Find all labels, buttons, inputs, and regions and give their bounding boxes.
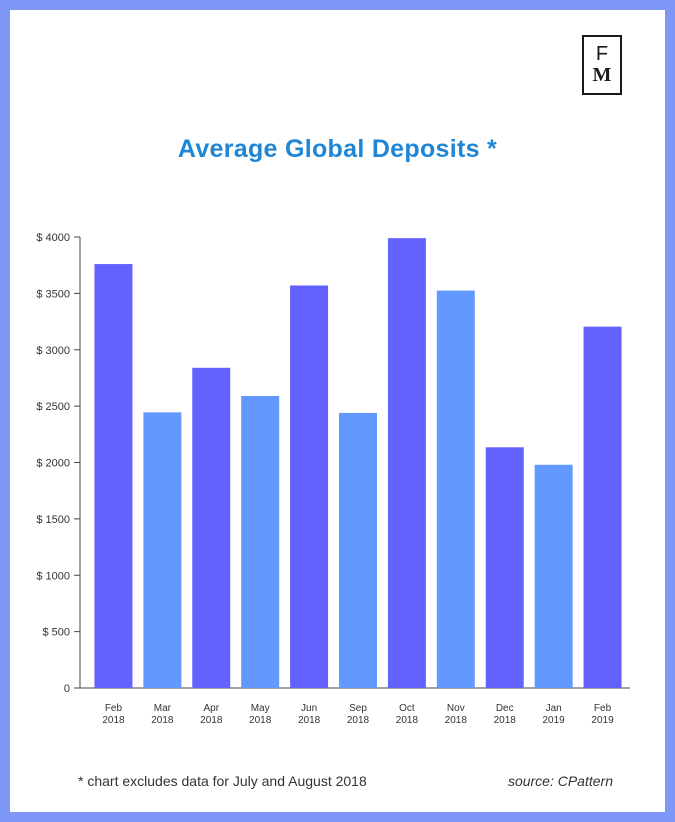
x-tick-label: Dec 2018	[494, 703, 517, 726]
y-tick-label: $ 3000	[36, 345, 70, 357]
logo-letter-f: F	[595, 43, 609, 65]
bar-mar-2018	[143, 412, 182, 688]
bar-feb-2019	[583, 326, 622, 688]
y-tick-label: 0	[64, 683, 70, 695]
y-tick-label: $ 2000	[36, 458, 70, 470]
y-tick-label: $ 2500	[36, 401, 70, 413]
logo-letter-m: M	[592, 64, 612, 86]
x-tick-label: Jan 2019	[543, 703, 566, 726]
x-tick-label: Apr 2018	[200, 703, 223, 726]
x-tick-label: Oct 2018	[396, 703, 419, 726]
x-tick-label: Feb 2018	[102, 703, 125, 726]
x-tick-label: Sep 2018	[347, 703, 370, 726]
bars	[94, 238, 622, 688]
fm-logo: F M	[582, 35, 622, 95]
bar-sep-2018	[339, 412, 377, 688]
bar-jun-2018	[290, 285, 329, 688]
bar-nov-2018	[436, 290, 475, 688]
x-tick-label: Feb 2019	[591, 703, 614, 726]
y-tick-label: $ 500	[42, 627, 70, 639]
x-tick-label: May 2018	[249, 703, 272, 726]
bar-may-2018	[241, 395, 280, 688]
x-tick-label: Jun 2018	[298, 703, 321, 726]
x-axis-labels: Feb 2018 Mar 2018 Apr 2018 May 2018 Jun 2018 Sep 20…	[102, 703, 614, 726]
bar-jan-2019	[534, 464, 573, 688]
x-tick-label: Mar 2018	[151, 703, 174, 726]
chart-title: Average Global Deposits *	[177, 135, 498, 163]
source-credit: source: CPattern	[507, 773, 613, 789]
bar-dec-2018	[485, 447, 524, 688]
footnote: * chart excludes data for July and Augus…	[78, 773, 367, 789]
x-tick-label: Nov 2018	[445, 703, 468, 726]
y-tick-label: $ 1000	[36, 570, 70, 582]
bar-feb-2018	[94, 264, 133, 688]
bar-oct-2018	[387, 238, 426, 688]
y-tick-label: $ 4000	[36, 232, 70, 244]
bar-apr-2018	[192, 367, 231, 688]
y-tick-label: $ 1500	[36, 514, 70, 526]
y-tick-label: $ 3500	[36, 288, 70, 300]
